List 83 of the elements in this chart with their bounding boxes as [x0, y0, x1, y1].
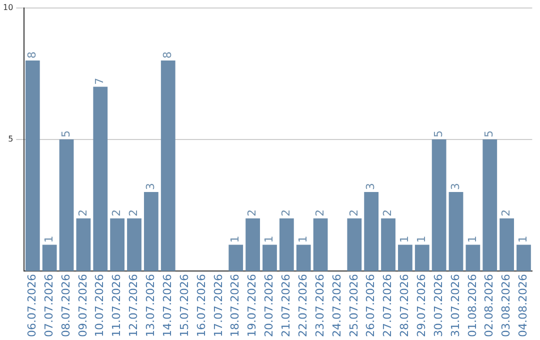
x-tick-label: 04.08.2026	[516, 274, 530, 338]
x-tick-label: 29.07.2026	[414, 274, 428, 338]
bar	[160, 60, 176, 272]
x-tick-label: 19.07.2026	[246, 274, 259, 338]
data-label: 2	[313, 209, 326, 216]
data-label: 8	[160, 51, 174, 58]
x-tick-label: 22.07.2026	[296, 274, 310, 338]
bar	[127, 218, 142, 272]
x-tick-label: 17.07.2026	[212, 274, 225, 338]
bar	[93, 86, 108, 272]
x-tick-label: 13.07.2026	[144, 274, 158, 338]
bar	[398, 244, 412, 272]
data-label: 3	[364, 183, 378, 190]
bar	[414, 244, 430, 272]
bar	[76, 218, 91, 272]
bar	[364, 192, 379, 272]
x-tick-label: 03.08.2026	[500, 274, 513, 338]
bar	[59, 139, 74, 272]
data-label: 8	[26, 51, 39, 58]
x-tick-label: 12.07.2026	[127, 274, 140, 338]
data-label: 1	[296, 236, 310, 243]
bar	[448, 192, 464, 272]
data-label: 1	[398, 236, 412, 243]
x-tick-label: 20.07.2026	[262, 274, 276, 338]
x-tick-label: 09.07.2026	[76, 274, 90, 338]
bar	[500, 218, 514, 272]
bar	[296, 244, 311, 272]
bar	[482, 139, 498, 272]
x-tick-label: 23.07.2026	[313, 274, 326, 338]
bar	[110, 218, 125, 272]
x-tick-label: 02.08.2026	[482, 274, 496, 338]
x-tick-label: 30.07.2026	[432, 274, 445, 338]
x-tick-label: 08.07.2026	[59, 274, 72, 338]
x-tick-label: 15.07.2026	[178, 274, 191, 338]
data-label: 2	[246, 209, 259, 216]
data-label: 2	[381, 209, 394, 216]
bar	[466, 244, 480, 272]
x-tick-label: 28.07.2026	[398, 274, 412, 338]
bar	[25, 60, 40, 272]
x-tick-label: 16.07.2026	[194, 274, 208, 338]
x-tick-label: 10.07.2026	[93, 274, 106, 338]
data-label: 3	[448, 183, 462, 190]
x-tick-label: 27.07.2026	[381, 274, 394, 338]
data-label: 2	[500, 209, 513, 216]
y-tick-label: 10	[2, 2, 14, 12]
data-label: 3	[144, 183, 158, 190]
bar	[262, 244, 277, 272]
data-label: 5	[59, 130, 72, 138]
bar	[432, 139, 446, 272]
bar	[516, 244, 531, 272]
bar	[228, 244, 244, 272]
x-tick-label: 25.07.2026	[347, 274, 360, 338]
bar	[246, 218, 260, 272]
data-label: 1	[42, 236, 56, 243]
data-label: 1	[466, 236, 479, 243]
data-label: 2	[280, 209, 293, 216]
x-tick-label: 01.08.2026	[466, 274, 479, 338]
data-label: 1	[228, 236, 242, 243]
data-label: 5	[482, 130, 496, 138]
data-label: 2	[110, 209, 124, 216]
x-tick-label: 07.07.2026	[42, 274, 56, 338]
x-tick-label: 11.07.2026	[110, 274, 124, 338]
bar	[42, 244, 57, 272]
data-label: 2	[76, 209, 90, 216]
x-tick-label: 31.07.2026	[448, 274, 462, 338]
bar	[144, 192, 158, 272]
x-tick-label: 06.07.2026	[26, 274, 39, 338]
data-label: 2	[127, 209, 140, 216]
data-label: 1	[516, 236, 530, 243]
x-tick-label: 14.07.2026	[160, 274, 174, 338]
data-label: 1	[414, 236, 428, 243]
data-label: 1	[262, 236, 276, 243]
data-label: 7	[93, 78, 106, 85]
x-tick-label: 21.07.2026	[280, 274, 293, 338]
data-label: 2	[347, 209, 360, 216]
x-tick-label: 24.07.2026	[330, 274, 344, 338]
x-tick-label: 18.07.2026	[228, 274, 242, 338]
bar	[279, 218, 294, 272]
bar	[347, 218, 362, 272]
bar	[313, 218, 328, 272]
x-tick-label: 26.07.2026	[364, 274, 378, 338]
data-label: 5	[432, 130, 445, 138]
bar	[381, 218, 396, 272]
